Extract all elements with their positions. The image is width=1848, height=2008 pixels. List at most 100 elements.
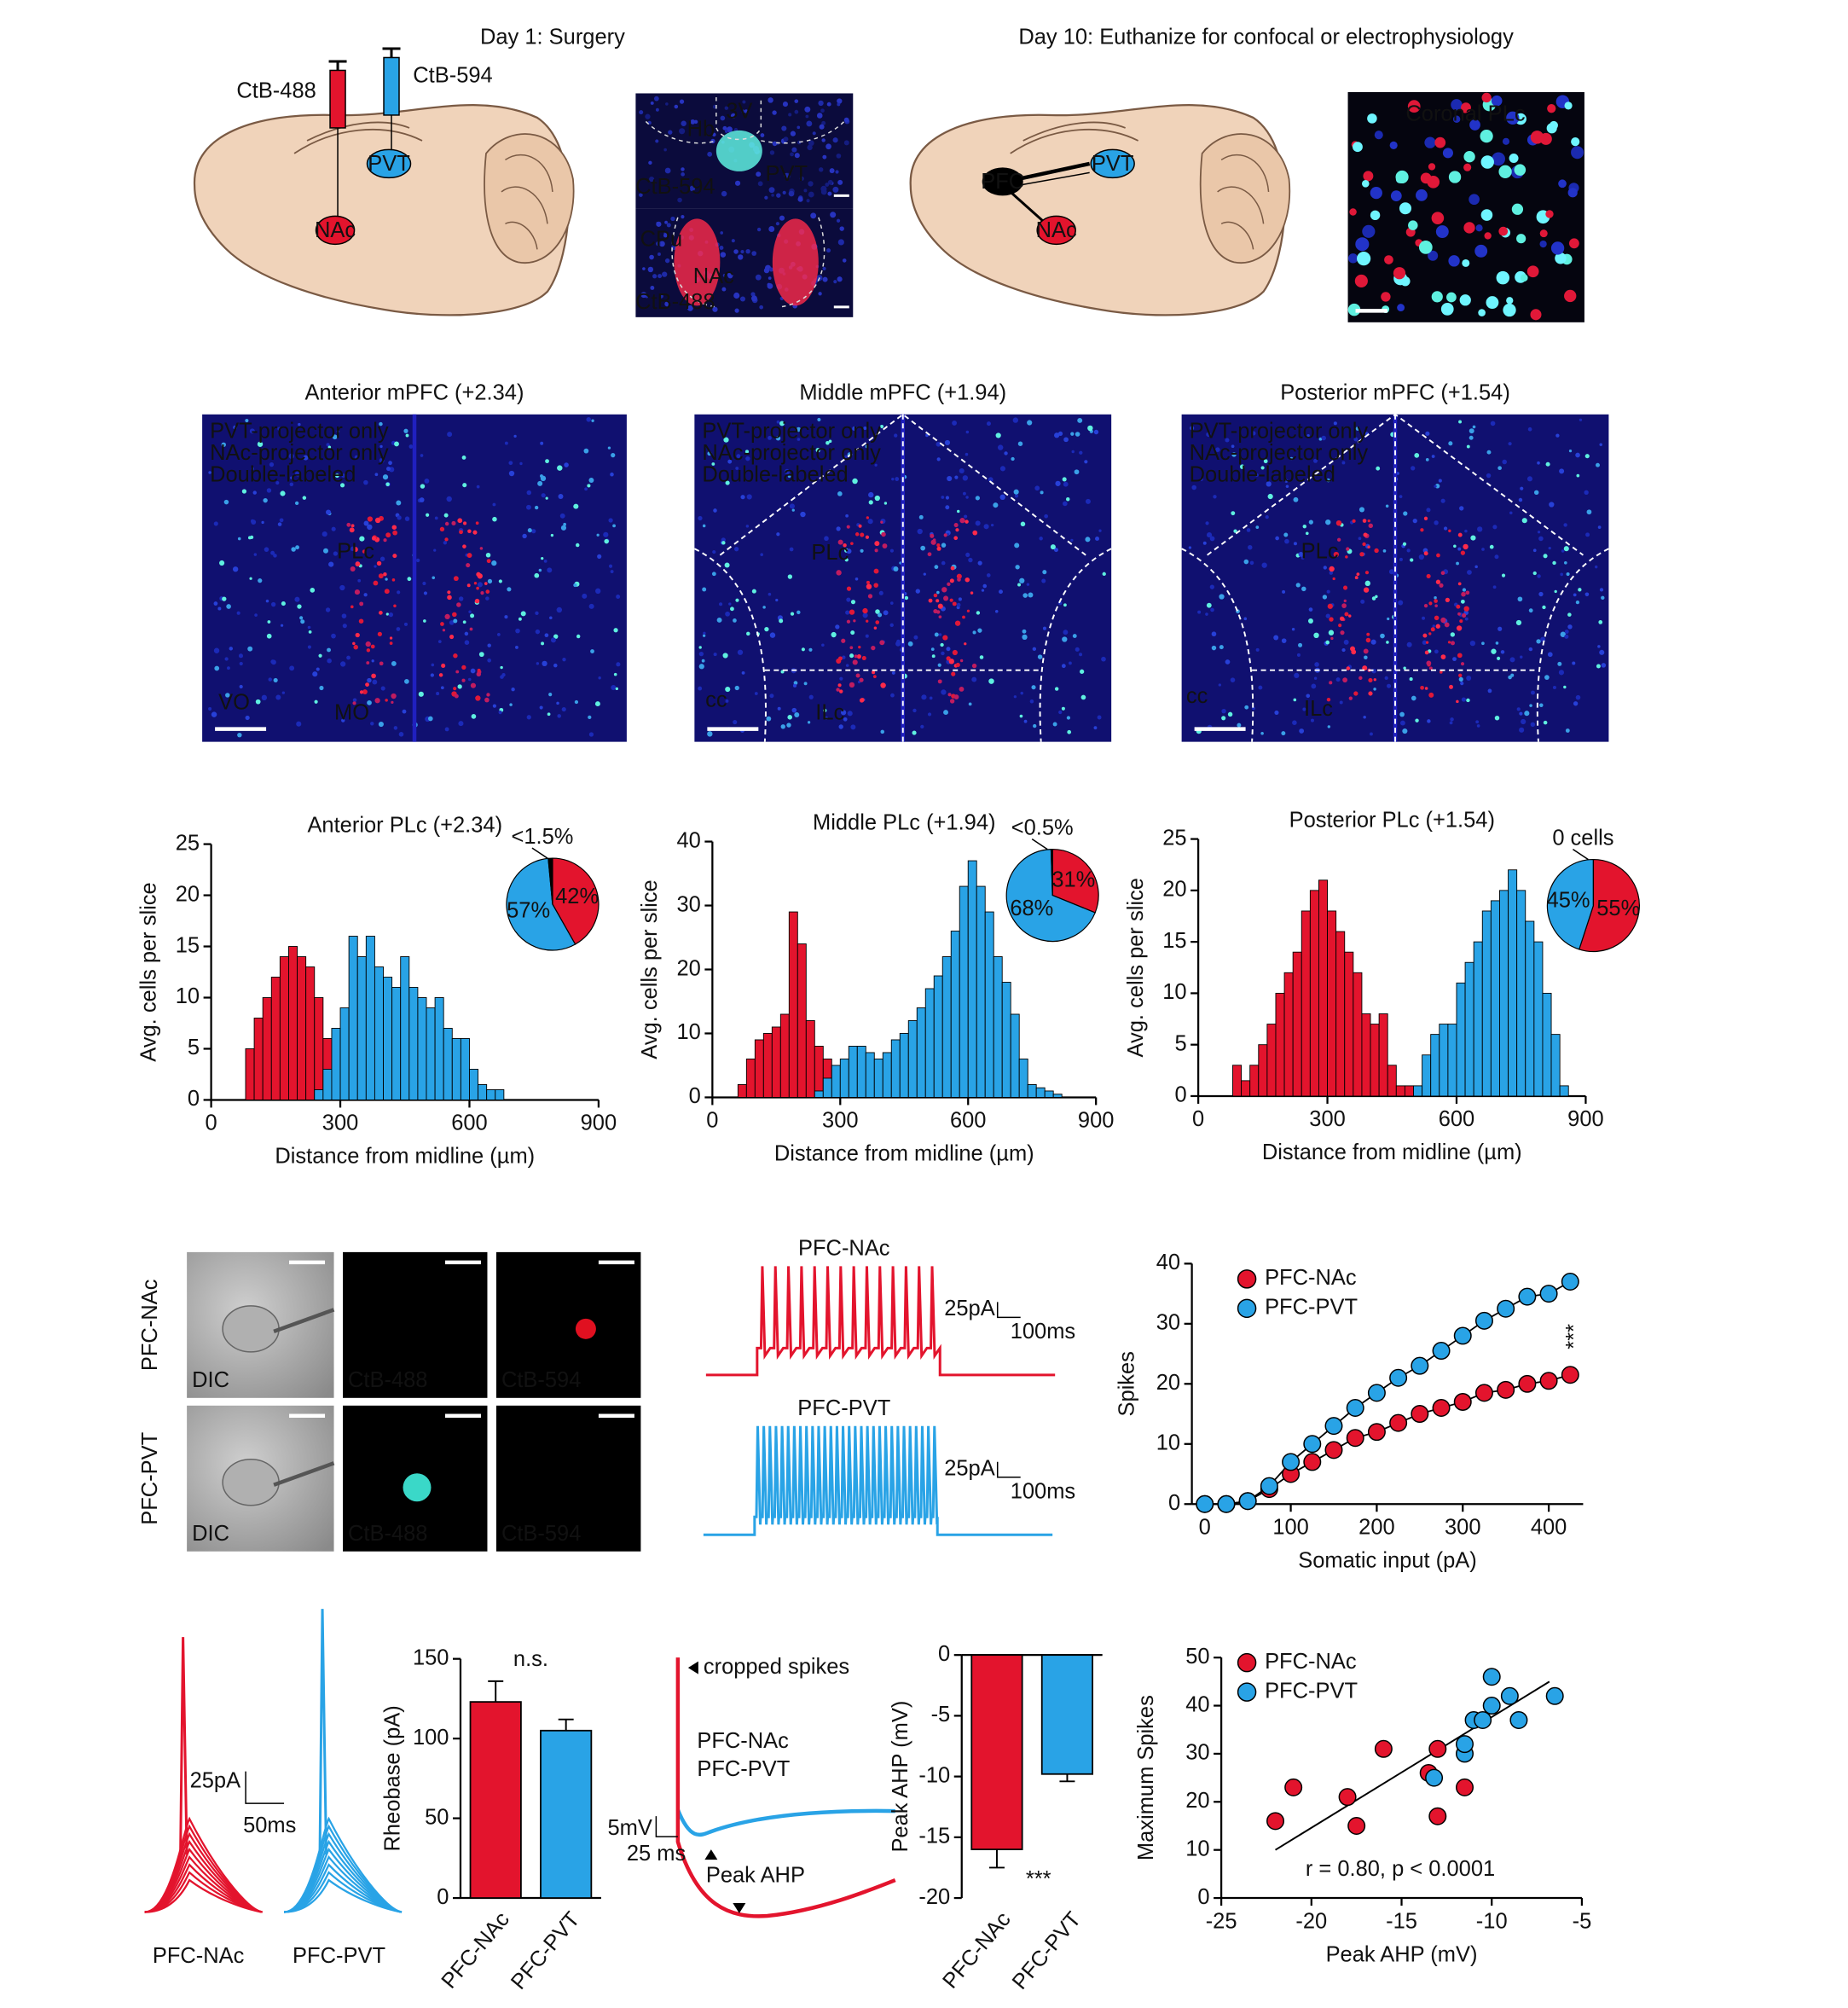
y-tick-label: 0 — [1197, 1885, 1209, 1909]
y-axis-label: Rheobase (pA) — [381, 1705, 405, 1851]
histogram-bar — [1353, 972, 1363, 1097]
cell-dot — [734, 180, 741, 186]
cell-dot — [519, 461, 523, 466]
cell-dot — [1101, 656, 1106, 662]
annotation: *** — [1026, 1867, 1051, 1891]
cell-dot — [226, 604, 231, 609]
cell-dot — [1564, 289, 1577, 303]
cell-dot — [1514, 164, 1526, 176]
cell-dot — [1211, 631, 1217, 637]
cell-dot — [759, 305, 764, 310]
scale-bar — [655, 1816, 678, 1837]
cell-dot — [515, 628, 520, 634]
cell-dot — [860, 532, 865, 537]
cell-dot — [328, 561, 334, 567]
legend-marker — [1237, 1298, 1257, 1319]
cell-dot — [966, 609, 970, 612]
cell-dot — [573, 583, 577, 588]
cell-dot — [807, 144, 813, 151]
histogram-bar — [1387, 1065, 1397, 1097]
cell-dot — [762, 606, 766, 609]
cell-dot — [1550, 241, 1565, 255]
cell-dot — [597, 554, 602, 559]
cell-dot — [1517, 596, 1523, 602]
cell-dot — [1013, 695, 1017, 699]
cell-dot — [1469, 428, 1474, 434]
cell-dot — [797, 196, 803, 202]
cell-dot — [862, 612, 868, 618]
arrowhead — [687, 1661, 698, 1674]
section-legend: Double-labeled — [1190, 462, 1335, 486]
data-point — [1411, 1356, 1429, 1375]
cell-dot — [501, 672, 506, 677]
cell-dot — [656, 222, 660, 225]
cell-dot — [261, 520, 264, 525]
cell-dot — [722, 653, 728, 659]
cell-dot — [590, 649, 594, 653]
cell-dot — [1552, 560, 1556, 566]
cell-dot — [1596, 462, 1600, 467]
data-point — [1389, 1413, 1408, 1432]
cell-dot — [946, 647, 951, 652]
x-tick-label: 600 — [451, 1111, 487, 1135]
cell-dot — [511, 688, 515, 692]
cell-dot — [1388, 569, 1395, 575]
cell-dot — [997, 444, 1004, 450]
cell-dot — [881, 531, 886, 537]
cell-dot — [956, 509, 960, 514]
cell-dot — [326, 443, 330, 447]
cell-dot — [485, 552, 491, 558]
trace — [675, 1657, 896, 1918]
cell-dot — [769, 150, 775, 155]
cell-dot — [968, 702, 972, 706]
cell-dot — [861, 656, 866, 661]
trace-title: PFC-PVT — [797, 1396, 890, 1420]
cell-dot — [588, 715, 592, 719]
outline — [645, 96, 845, 144]
cell-dot — [386, 467, 391, 472]
cell-dot — [1042, 570, 1047, 575]
cell-dot — [310, 588, 316, 593]
cell-dot — [1480, 129, 1493, 143]
cell-dot — [720, 115, 726, 121]
image-label: CtB-594 — [501, 1522, 581, 1546]
cell-dot — [281, 601, 286, 606]
cell-dot — [1406, 641, 1412, 647]
cell-dot — [975, 520, 981, 526]
cell-dot — [725, 686, 731, 693]
cell-dot — [1475, 720, 1480, 724]
cell-dot — [934, 632, 939, 637]
cell-dot — [594, 701, 600, 707]
region-outline — [693, 413, 1112, 742]
y-axis-label: Avg. cells per slice — [1124, 878, 1148, 1057]
histogram-bar — [1258, 1044, 1268, 1097]
cell-dot — [616, 662, 621, 667]
cell-dot — [1423, 516, 1428, 520]
section-legend: Double-labeled — [702, 462, 848, 486]
x-tick-label: -5 — [1573, 1909, 1592, 1933]
cell-dot — [1054, 432, 1060, 438]
cell-dot — [432, 576, 436, 580]
cell-dot — [1211, 645, 1217, 651]
cell-dot — [1448, 441, 1453, 446]
cell-dot — [725, 480, 730, 485]
cell-dot — [1206, 432, 1211, 438]
histogram-bar — [873, 1059, 883, 1098]
cell-dot — [1384, 255, 1393, 264]
cell-dot — [1469, 435, 1474, 440]
cell-dot — [936, 543, 941, 548]
cell-dot — [826, 143, 831, 150]
cell-dot — [447, 590, 451, 595]
cell-dot — [1555, 252, 1567, 264]
cell-dot — [485, 596, 490, 601]
cell-dot — [891, 477, 895, 481]
micrograph — [495, 1251, 641, 1398]
histogram-bar — [839, 1059, 849, 1098]
cell-dot — [724, 106, 729, 110]
cell-dot — [362, 549, 367, 554]
cell-dot — [1321, 435, 1326, 441]
cell-dot — [302, 496, 307, 500]
cell-dot — [1052, 722, 1057, 727]
cell-dot — [1325, 640, 1330, 645]
cell-dot — [1326, 478, 1330, 483]
